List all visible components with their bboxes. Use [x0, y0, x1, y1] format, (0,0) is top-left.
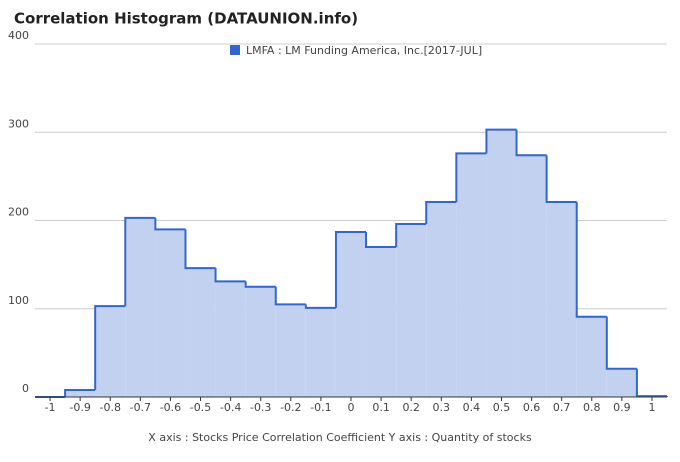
bar: [516, 155, 547, 397]
legend-swatch: [230, 45, 240, 55]
bar: [456, 153, 487, 397]
x-tick-label: -0.4: [220, 401, 241, 414]
bar-outline: [304, 304, 336, 309]
x-tick-label: -0.7: [130, 401, 151, 414]
bar: [305, 307, 336, 397]
bar: [366, 246, 397, 397]
bar: [275, 304, 306, 397]
bar: [155, 229, 186, 397]
bar: [426, 201, 457, 397]
bar: [185, 268, 216, 397]
bar: [576, 316, 607, 397]
bar-outline: [184, 229, 216, 270]
x-tick-label: -0.9: [69, 401, 90, 414]
bar: [396, 224, 427, 397]
bar-outline: [635, 368, 667, 398]
x-tick-label: 1: [648, 401, 655, 414]
bar: [486, 129, 517, 398]
bar-outline: [274, 286, 306, 306]
x-tick-label: 0.8: [583, 401, 601, 414]
bar-outline: [515, 129, 547, 157]
bar-outline: [425, 200, 457, 225]
x-tick-label: -0.5: [190, 401, 211, 414]
bar: [245, 286, 276, 397]
x-tick-label: -0.2: [280, 401, 301, 414]
x-tick-label: -0.1: [310, 401, 331, 414]
bar: [335, 231, 367, 397]
bar-outline: [154, 217, 186, 231]
bar-outline: [455, 152, 487, 202]
bar-outline: [124, 216, 156, 307]
x-tick-label: -0.3: [250, 401, 271, 414]
x-tick-label: 0: [348, 401, 355, 414]
y-tick-label: 200: [8, 206, 29, 219]
bar: [95, 306, 126, 397]
chart-title: Correlation Histogram (DATAUNION.info): [14, 10, 358, 28]
legend-label: LMFA : LM Funding America, Inc.[2017-JUL…: [246, 44, 482, 57]
bar-outline: [244, 281, 276, 288]
bar: [606, 368, 637, 397]
bar-outline: [94, 305, 126, 390]
x-tick-label: 0.9: [613, 401, 631, 414]
y-tick-label: 0: [22, 382, 29, 395]
x-tick-label: -0.8: [100, 401, 121, 414]
bar: [125, 217, 156, 397]
bar-outline: [485, 128, 517, 154]
bar-outline: [64, 388, 96, 397]
x-tick-label: 0.5: [493, 401, 511, 414]
y-tick-label: 100: [8, 294, 29, 307]
bar-outline: [605, 316, 637, 370]
bar: [65, 389, 96, 397]
bar-outline: [365, 231, 397, 248]
x-tick-label: 0.3: [433, 401, 451, 414]
y-tick-label: 400: [8, 29, 29, 42]
x-tick-label: -0.6: [160, 401, 181, 414]
x-tick-label: -1: [45, 401, 56, 414]
x-tick-label: 0.2: [402, 401, 420, 414]
y-tick-label: 300: [8, 117, 29, 130]
x-tick-label: 0.6: [523, 401, 541, 414]
bar: [215, 281, 246, 397]
x-axis-label: X axis : Stocks Price Correlation Coeffi…: [148, 431, 532, 444]
bar-outline: [395, 223, 427, 247]
bar: [546, 201, 577, 397]
x-tick-label: 0.1: [372, 401, 390, 414]
bar-outline: [545, 155, 577, 203]
x-tick-label: 0.4: [463, 401, 481, 414]
x-tick-label: 0.7: [553, 401, 571, 414]
bar-outline: [214, 268, 246, 283]
bar-outline: [334, 230, 367, 308]
bar-outline: [575, 201, 607, 318]
